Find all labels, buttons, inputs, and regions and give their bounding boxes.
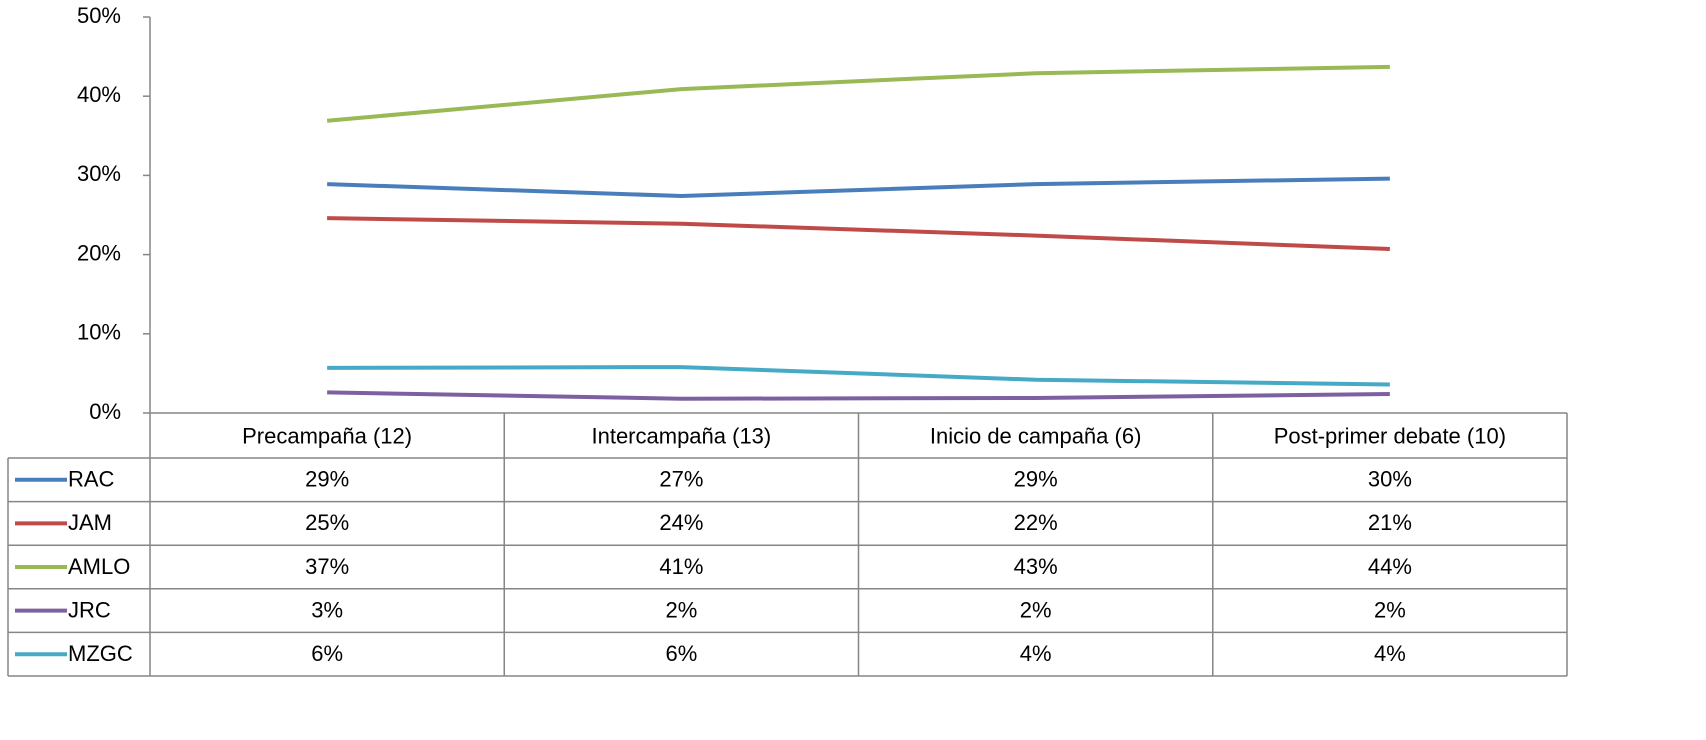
table-value: 6%	[665, 641, 697, 666]
y-tick-label: 30%	[77, 161, 121, 186]
legend-label: MZGC	[68, 641, 133, 666]
legend-label: RAC	[68, 467, 115, 492]
series-line	[327, 390, 1390, 401]
table-value: 43%	[1014, 554, 1058, 579]
table-value: 41%	[659, 554, 703, 579]
table-value: 30%	[1368, 467, 1412, 492]
table-value: 25%	[305, 510, 349, 535]
table-value: 4%	[1374, 641, 1406, 666]
y-tick-label: 20%	[77, 240, 121, 265]
table-value: 2%	[1020, 597, 1052, 622]
x-tick-label: Intercampaña (13)	[591, 423, 771, 448]
series-line	[327, 365, 1390, 387]
y-tick-label: 10%	[77, 320, 121, 345]
series-line	[327, 216, 1390, 252]
y-tick-label: 40%	[77, 82, 121, 107]
table-value: 44%	[1368, 554, 1412, 579]
table-value: 2%	[665, 597, 697, 622]
table-value: 3%	[311, 597, 343, 622]
x-tick-label: Inicio de campaña (6)	[930, 423, 1142, 448]
y-tick-label: 50%	[77, 3, 121, 28]
table-value: 27%	[659, 467, 703, 492]
table-value: 29%	[1014, 467, 1058, 492]
table-value: 24%	[659, 510, 703, 535]
series-line	[327, 176, 1390, 198]
table-value: 21%	[1368, 510, 1412, 535]
table-value: 22%	[1014, 510, 1058, 535]
table-value: 6%	[311, 641, 343, 666]
series-line	[326, 64, 1390, 123]
x-tick-label: Post-primer debate (10)	[1274, 423, 1506, 448]
legend-label: AMLO	[68, 554, 130, 579]
table-value: 29%	[305, 467, 349, 492]
y-tick-label: 0%	[89, 399, 121, 424]
table-value: 2%	[1374, 597, 1406, 622]
table-value: 4%	[1020, 641, 1052, 666]
table-value: 37%	[305, 554, 349, 579]
x-tick-label: Precampaña (12)	[242, 423, 412, 448]
legend-label: JAM	[68, 510, 112, 535]
legend-label: JRC	[68, 597, 111, 622]
